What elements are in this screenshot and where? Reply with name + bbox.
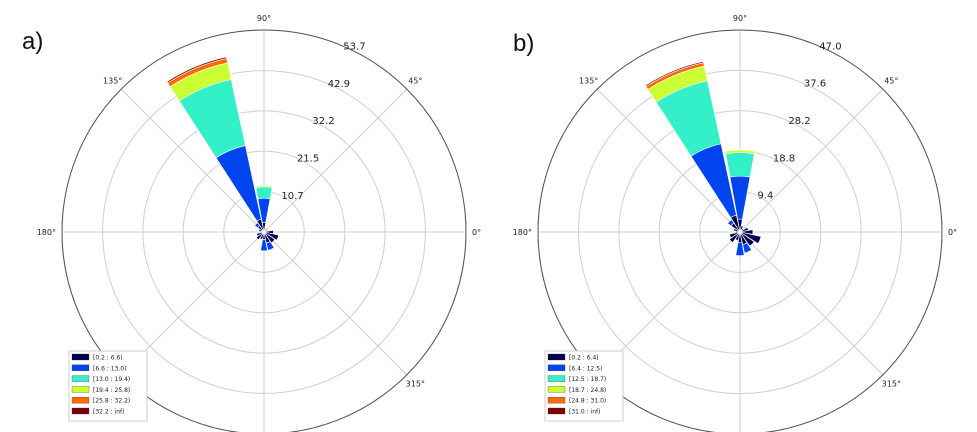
legend-entry: [31.0 : inf)	[569, 409, 600, 416]
angle-label: 90°	[257, 14, 271, 23]
angle-label: 135°	[103, 77, 122, 86]
legend-swatch	[71, 386, 90, 393]
legend-swatch	[547, 364, 566, 371]
legend-swatch	[547, 407, 566, 415]
legend-entry: [19.4 : 25.8)	[93, 387, 130, 394]
grid-spoke	[739, 88, 884, 233]
angle-label: 315°	[882, 379, 901, 388]
radial-tick-label: 37.6	[804, 79, 826, 90]
radial-tick-label: 53.7	[343, 41, 365, 52]
radial-tick-label: 10.7	[281, 191, 303, 202]
bar-segment	[260, 239, 268, 252]
bar-segment	[735, 242, 745, 256]
legend-swatch	[71, 353, 90, 361]
radial-tick-label: 47.0	[819, 41, 841, 52]
bar-segment	[166, 56, 227, 84]
bar-segment	[733, 228, 741, 233]
radial-tick-label: 42.9	[328, 79, 350, 90]
radial-tick-label: 32.2	[312, 116, 334, 127]
legend-entry: [32.2 : inf)	[93, 409, 124, 416]
bar-segment	[739, 231, 755, 247]
bar-segment	[255, 231, 265, 241]
bar-segment	[254, 222, 261, 229]
legend-entry: [13.0 : 19.4)	[93, 376, 130, 383]
grid-spoke	[263, 88, 408, 233]
legend-swatch	[71, 407, 90, 415]
legend-entry: [24.8 : 31.0)	[569, 398, 606, 405]
bar-segment	[727, 219, 735, 227]
bar-segment	[255, 186, 273, 200]
outer-circle	[61, 29, 467, 432]
bar-segment	[215, 145, 262, 222]
bar-segment	[742, 242, 753, 254]
legend-swatch	[547, 386, 566, 393]
legend: [0.2 : 6.6) [6.6 : 13.0) [13.0 : 19.4) [19.…	[68, 350, 148, 422]
panel-b-label: b)	[513, 30, 535, 57]
grid-spoke	[739, 231, 884, 376]
bar-segment	[258, 228, 265, 233]
legend-entry: [25.8 : 32.2)	[93, 398, 130, 405]
angle-label: 0°	[472, 228, 481, 237]
radial-tick-label: 21.5	[297, 153, 319, 164]
bar-segment	[725, 152, 755, 178]
bar-segment	[263, 231, 276, 244]
panel-a-label: a)	[22, 28, 44, 55]
legend-entry: [0.2 : 6.6)	[93, 355, 123, 362]
angle-label: 0°	[948, 228, 957, 237]
bar-segment	[724, 149, 756, 155]
angle-label: 180°	[37, 228, 56, 237]
bar-segment	[739, 231, 762, 245]
bar-segment	[644, 61, 704, 87]
bar-segment	[739, 229, 754, 235]
grid-spoke	[596, 88, 741, 233]
radial-tick-label: 18.8	[773, 153, 795, 164]
legend-swatch	[71, 397, 90, 404]
legend: [0.2 : 6.4) [6.4 : 12.5) [12.5 : 18.7) [18.…	[544, 350, 624, 422]
bar-segment	[728, 231, 741, 244]
angle-label: 45°	[408, 77, 422, 86]
grid-spoke	[120, 88, 265, 233]
legend-swatch	[547, 397, 566, 404]
legend-swatch	[71, 364, 90, 371]
legend-entry: [6.6 : 13.0)	[93, 365, 126, 372]
bar-segment	[255, 185, 273, 188]
angle-label: 90°	[733, 14, 747, 23]
angle-label: 45°	[884, 77, 898, 86]
legend-entry: [12.5 : 18.7)	[569, 376, 606, 383]
bar-segment	[263, 231, 280, 241]
bar-segment	[263, 229, 274, 235]
bar-segment	[266, 241, 275, 251]
radial-tick-label: 9.4	[757, 191, 773, 202]
windrose-panel-1: 9.418.828.237.647.00°45°90°135°180°315°2…	[513, 14, 957, 432]
grid-spoke	[263, 231, 408, 376]
legend-entry: [18.7 : 24.8)	[569, 387, 606, 394]
legend-entry: [6.4 : 12.5)	[569, 365, 602, 372]
windrose-panel-0: 10.7 21.5 32.2 42.9 53.7 0° 45° 90° 135° 180° 315°…	[37, 14, 481, 432]
radial-tick-label: 28.2	[788, 116, 810, 127]
outer-circle	[537, 29, 943, 432]
angle-label: 135°	[579, 77, 598, 86]
angle-label: 180°	[513, 228, 532, 237]
legend-swatch	[547, 375, 566, 382]
angle-label: 315°	[406, 379, 425, 388]
legend-swatch	[71, 375, 90, 382]
legend-swatch	[547, 353, 566, 361]
legend-entry: [0.2 : 6.4)	[569, 355, 599, 362]
